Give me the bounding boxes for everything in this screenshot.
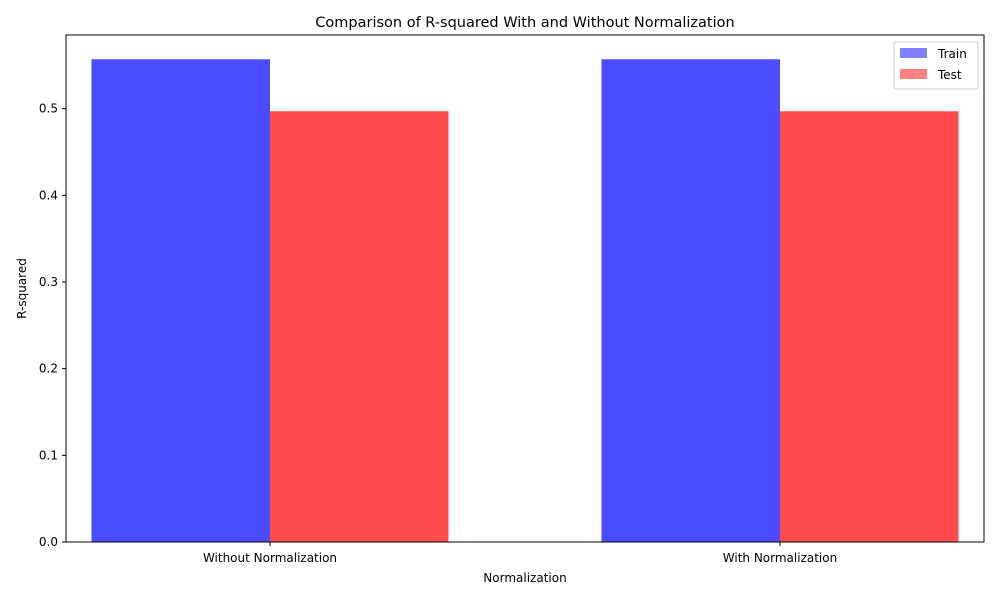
plot-frame	[65, 34, 985, 543]
x-axis-title: Normalization	[483, 571, 566, 585]
chart-title: Comparison of R-squared With and Without…	[315, 15, 734, 31]
bar-train-0	[91, 59, 270, 543]
x-tick-label: With Normalization	[723, 551, 837, 565]
y-tick-label: 0.5	[39, 102, 58, 116]
y-tick-label: 0.3	[39, 275, 58, 289]
bar-test-0	[270, 111, 449, 543]
x-tick-label: Without Normalization	[203, 551, 337, 565]
y-tick-label: 0.2	[39, 362, 58, 376]
legend-swatch-test	[900, 69, 927, 79]
y-axis: 0.0 0.1 0.2 0.3 0.4 0.5	[39, 102, 66, 549]
legend-swatch-train	[900, 48, 927, 58]
bar-train-1	[601, 59, 780, 543]
legend-label-train: Train	[937, 47, 967, 61]
bars-layer	[91, 59, 959, 543]
y-axis-title: R-squared	[15, 258, 29, 319]
legend-label-test: Test	[937, 68, 962, 82]
y-tick-label: 0.0	[39, 535, 58, 549]
y-tick-label: 0.4	[39, 188, 58, 202]
y-tick-label: 0.1	[39, 448, 58, 462]
bar-test-1	[780, 111, 959, 543]
legend: Train Test	[893, 41, 979, 90]
x-axis: Without Normalization With Normalization	[203, 542, 837, 565]
